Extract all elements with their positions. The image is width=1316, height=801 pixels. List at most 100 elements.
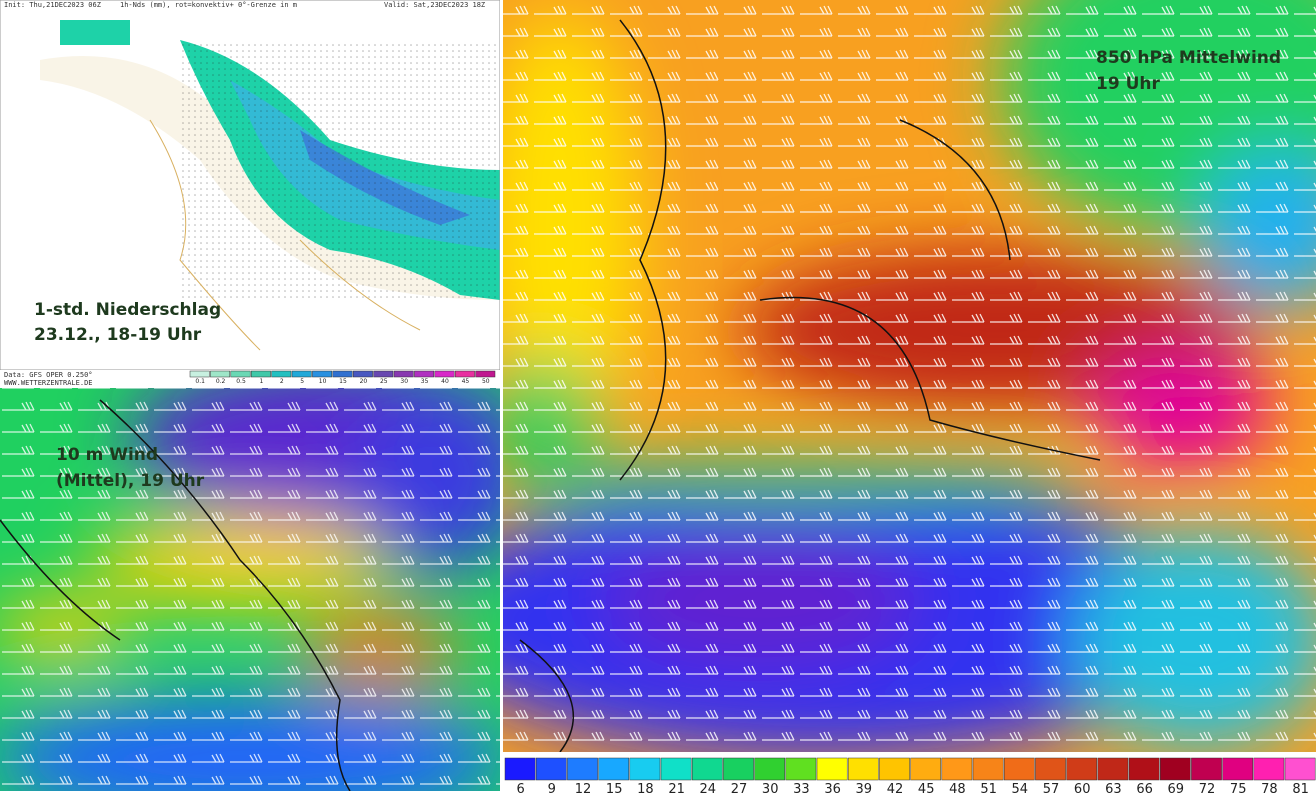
legend-label: 42 xyxy=(887,782,904,797)
legend-swatch xyxy=(291,370,312,378)
legend-swatch xyxy=(1066,757,1098,781)
legend-label: 24 xyxy=(700,782,717,797)
legend-swatch xyxy=(189,370,210,378)
legend-swatch xyxy=(629,757,661,781)
annotation: 23.12., 18-19 Uhr xyxy=(34,325,202,345)
legend-swatch xyxy=(1097,757,1129,781)
legend-swatch xyxy=(434,370,455,378)
legend-swatch xyxy=(373,370,394,378)
legend-swatch xyxy=(1191,757,1222,781)
valid-text: Valid: Sat,23DEC2023 18Z xyxy=(384,1,485,9)
legend-label: 15 xyxy=(339,378,347,385)
legend-label: 72 xyxy=(1199,782,1216,797)
legend-swatch xyxy=(414,370,435,378)
site-text: WWW.WETTERZENTRALE.DE xyxy=(4,379,93,387)
legend-swatch xyxy=(230,370,251,378)
legend-swatch xyxy=(454,370,475,378)
legend-label: 1 xyxy=(259,378,263,385)
legend-swatch xyxy=(1003,757,1035,781)
legend-label: 12 xyxy=(575,782,592,797)
wind10m-map xyxy=(0,388,500,791)
legend-swatch xyxy=(1284,757,1316,781)
legend-label: 18 xyxy=(637,782,654,797)
legend-swatch xyxy=(567,757,598,781)
legend-swatch xyxy=(691,757,723,781)
legend-swatch xyxy=(250,370,271,378)
legend-swatch xyxy=(332,370,353,378)
legend-label: 27 xyxy=(731,782,748,797)
legend-swatch xyxy=(941,757,973,781)
legend-swatch xyxy=(723,757,754,781)
legend-label: 51 xyxy=(980,782,997,797)
legend-swatch xyxy=(271,370,292,378)
legend-label: 9 xyxy=(548,782,556,797)
legend-swatch xyxy=(1253,757,1285,781)
precip-map xyxy=(0,0,500,370)
legend-swatch xyxy=(1128,757,1160,781)
legend-label: 2 xyxy=(280,378,284,385)
legend-swatch xyxy=(312,370,333,378)
legend-label: 66 xyxy=(1136,782,1153,797)
legend-swatch xyxy=(1035,757,1066,781)
legend-label: 6 xyxy=(516,782,524,797)
legend-label: 39 xyxy=(856,782,873,797)
legend-swatch xyxy=(598,757,630,781)
legend-label: 78 xyxy=(1261,782,1278,797)
legend-label: 54 xyxy=(1012,782,1029,797)
legend-swatch xyxy=(1222,757,1254,781)
legend-label: 5 xyxy=(300,378,304,385)
init-text: Init: Thu,21DEC2023 06Z xyxy=(4,1,101,9)
legend-label: 75 xyxy=(1230,782,1247,797)
legend-label: 30 xyxy=(400,378,408,385)
legend-label: 81 xyxy=(1292,782,1309,797)
annotation: (Mittel), 19 Uhr xyxy=(56,471,205,491)
legend-label: 45 xyxy=(462,378,470,385)
legend-swatch xyxy=(972,757,1004,781)
legend-label: 48 xyxy=(949,782,966,797)
legend-label: 25 xyxy=(380,378,388,385)
legend-label: 15 xyxy=(606,782,623,797)
legend-swatch xyxy=(910,757,942,781)
legend-swatch xyxy=(535,757,567,781)
legend-swatch xyxy=(210,370,231,378)
legend-swatch xyxy=(393,370,414,378)
legend-label: 0.2 xyxy=(216,378,226,385)
legend-label: 20 xyxy=(360,378,368,385)
wind-legend: 6 9 12 15 18 21 24 27 30 33 36 39 42 45 48 51 54 57 60 63 66… xyxy=(504,757,1316,797)
legend-label: 57 xyxy=(1043,782,1060,797)
legend-swatch xyxy=(1159,757,1191,781)
legend-label: 69 xyxy=(1168,782,1185,797)
legend-swatch xyxy=(785,757,817,781)
legend-swatch xyxy=(475,370,496,378)
parameter-text: 1h-Nds (mm), rot=konvektiv+ 0°-Grenze in… xyxy=(120,1,297,9)
legend-label: 10 xyxy=(319,378,327,385)
legend-label: 60 xyxy=(1074,782,1091,797)
legend-label: 0.5 xyxy=(236,378,246,385)
legend-swatch xyxy=(847,757,879,781)
legend-label: 33 xyxy=(793,782,810,797)
legend-label: 63 xyxy=(1105,782,1122,797)
annotation: 19 Uhr xyxy=(1096,74,1160,94)
legend-swatch xyxy=(660,757,692,781)
source-text: Data: GFS OPER 0.250° xyxy=(4,371,93,379)
annotation: 850 hPa Mittelwind xyxy=(1096,48,1281,68)
precip-legend: 0.1 0.2 0.5 1 2 5 10 15 20 25 30 35 40 45 50 xyxy=(189,370,496,385)
legend-label: 30 xyxy=(762,782,779,797)
legend-label: 36 xyxy=(824,782,841,797)
legend-swatch xyxy=(816,757,848,781)
legend-swatch xyxy=(352,370,373,378)
wind850-map xyxy=(503,0,1316,752)
legend-swatch xyxy=(879,757,910,781)
legend-swatch xyxy=(504,757,536,781)
legend-label: 45 xyxy=(918,782,935,797)
legend-label: 35 xyxy=(421,378,429,385)
legend-swatch xyxy=(754,757,786,781)
legend-label: 21 xyxy=(668,782,685,797)
annotation: 10 m Wind xyxy=(56,445,158,465)
legend-label: 50 xyxy=(482,378,490,385)
annotation: 1-std. Niederschlag xyxy=(34,300,221,320)
legend-label: 40 xyxy=(441,378,449,385)
legend-label: 0.1 xyxy=(195,378,205,385)
